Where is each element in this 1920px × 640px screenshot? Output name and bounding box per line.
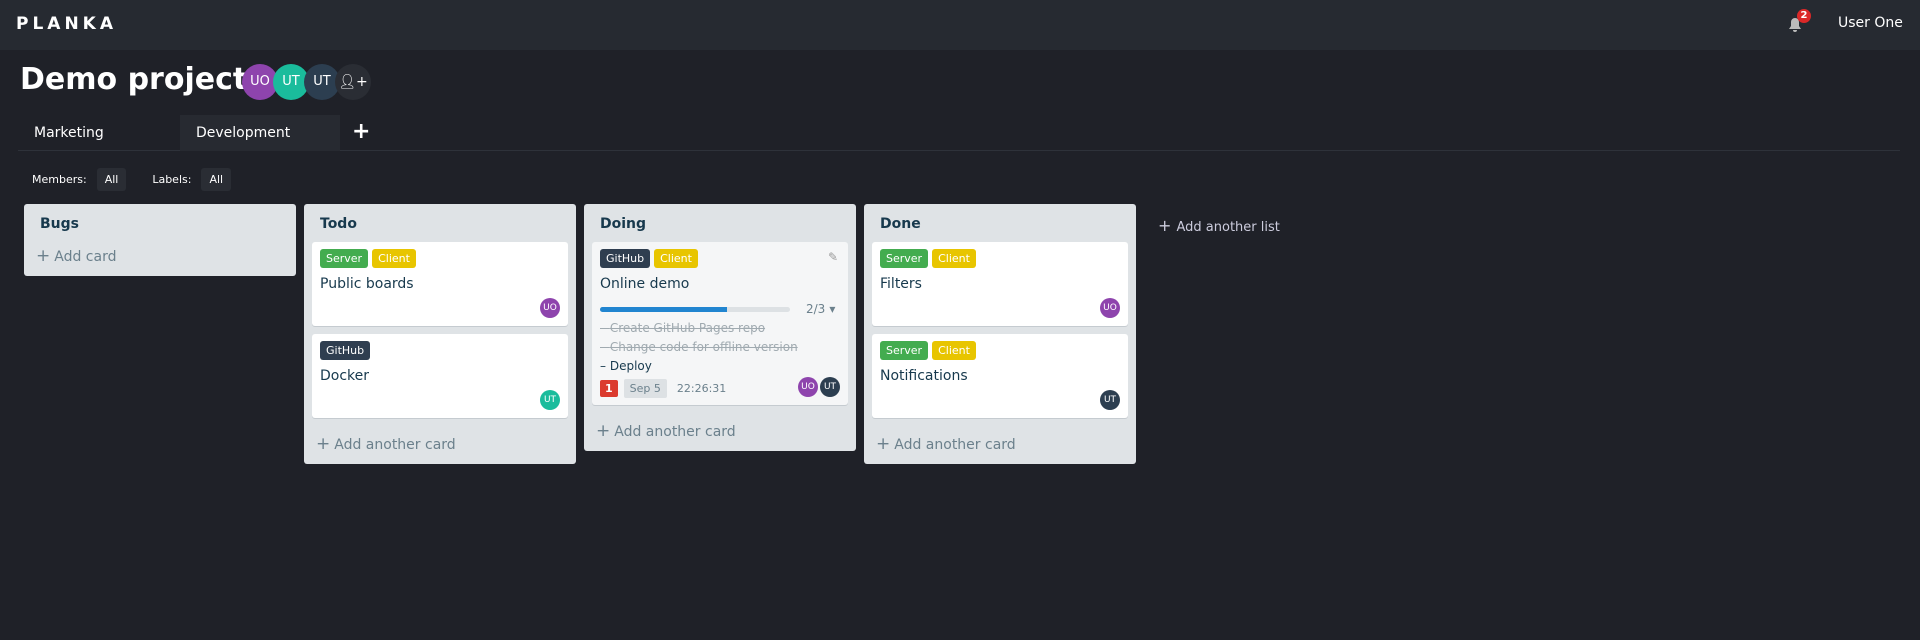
bell-icon[interactable] [1788,17,1802,33]
list-todo: Todo Server Client Public boards UO GitHu… [304,204,576,464]
notification-count[interactable]: 2 [1797,9,1811,23]
avatar: UO [540,298,560,318]
labels-filter[interactable]: All [201,168,232,191]
timer[interactable]: 22:26:31 [676,382,727,395]
add-card-button[interactable]: + Add card [36,246,117,266]
user-menu[interactable]: User One [1838,15,1903,31]
card[interactable]: GitHub Docker UT [312,334,568,418]
members-filter[interactable]: All [96,168,127,191]
pencil-icon[interactable]: ✎ [827,250,838,264]
avatar[interactable]: UT [273,64,309,100]
board-tabs: Marketing Development + [18,115,1900,151]
label-client: Client [372,249,416,268]
label-server: Server [880,249,929,268]
card[interactable]: Server Client Filters UO [872,242,1128,326]
label-client: Client [654,249,698,268]
tab-development[interactable]: Development [180,115,340,151]
card-title: Notifications [880,368,968,384]
list-done: Done Server Client Filters UO Server Clien… [864,204,1136,464]
card-title: Docker [320,368,370,384]
avatar[interactable]: UO [242,64,278,100]
card-title: Online demo [600,276,690,292]
card-title: Filters [880,276,922,292]
progress-fill [600,306,727,312]
add-card-button[interactable]: + Add another card [316,434,456,454]
avatar: UT [540,390,560,410]
label-server: Server [320,249,369,268]
task-item[interactable]: – Change code for offline version [600,340,798,354]
avatar: UT [1100,390,1120,410]
plus-icon: + [596,421,611,441]
list-title[interactable]: Done [880,216,921,232]
card[interactable]: Server Client Notifications UT [872,334,1128,418]
add-member-button[interactable]: 👤︎+ [335,64,371,100]
task-item[interactable]: – Deploy [600,359,652,373]
label-github: GitHub [600,249,651,268]
avatar: UO [798,377,818,397]
add-card-button[interactable]: + Add another card [596,421,736,441]
task-item[interactable]: – Create GitHub Pages repo [600,321,766,335]
list-doing: Doing GitHub Client ✎ Online demo 2/3 ▾ – … [584,204,856,451]
plus-icon: + [876,434,891,454]
avatar: UT [820,377,840,397]
avatar[interactable]: UT [304,64,340,100]
filters: Members: All Labels: All [32,168,257,191]
project-title: Demo project [20,62,248,97]
card-title: Public boards [320,276,414,292]
label-github: GitHub [320,341,371,360]
list-bugs: Bugs + Add card [24,204,296,276]
members-filter-label: Members: [32,173,87,186]
add-list-button[interactable]: + Add another list [1158,216,1280,235]
label-client: Client [932,249,976,268]
project-members: UO UT UT 👤︎+ [242,64,371,100]
user-plus-icon: 👤︎+ [338,74,368,90]
plus-icon: + [36,246,51,266]
plus-icon: + [316,434,331,454]
card[interactable]: Server Client Public boards UO [312,242,568,326]
caret-down-icon: ▾ [829,302,836,316]
labels-filter-label: Labels: [152,173,192,186]
add-card-button[interactable]: + Add another card [876,434,1016,454]
list-title[interactable]: Doing [600,216,647,232]
tab-marketing[interactable]: Marketing [34,125,104,141]
comment-count: 1 [600,380,618,397]
plus-icon: + [1158,216,1177,235]
add-board-button[interactable]: + [352,119,371,144]
task-progress[interactable]: 2/3 ▾ [600,302,840,316]
top-bar: PLANKA 2 User One [0,0,1920,50]
list-title[interactable]: Bugs [40,216,79,232]
label-server: Server [880,341,929,360]
list-title[interactable]: Todo [320,216,357,232]
label-client: Client [932,341,976,360]
card[interactable]: GitHub Client ✎ Online demo 2/3 ▾ – Create… [592,242,848,405]
avatar: UO [1100,298,1120,318]
logo[interactable]: PLANKA [16,14,118,34]
due-date: Sep 5 [623,379,667,398]
